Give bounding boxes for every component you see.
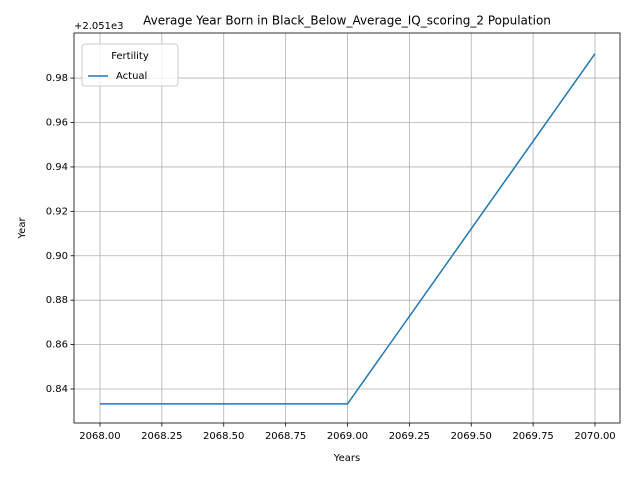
y-axis-label: Year (17, 217, 28, 240)
y-tick-label: 0.90 (46, 251, 68, 262)
legend-title: Fertility (111, 51, 149, 62)
x-axis-label: Years (333, 453, 360, 464)
x-tick-label: 2068.50 (203, 431, 244, 442)
y-tick-label: 0.94 (46, 162, 68, 173)
x-tick-label: 2069.50 (451, 431, 492, 442)
y-tick-label: 0.84 (46, 384, 68, 395)
y-tick-label: 0.86 (46, 340, 68, 351)
chart-title: Average Year Born in Black_Below_Average… (143, 14, 551, 28)
legend-label: Actual (116, 71, 147, 82)
y-tick-label: 0.92 (46, 206, 68, 217)
y-tick-label: 0.96 (46, 118, 68, 129)
x-tick-label: 2070.00 (574, 431, 615, 442)
plot-frame (73, 32, 621, 424)
x-tick-label: 2069.25 (389, 431, 430, 442)
x-tick-label: 2068.75 (265, 431, 306, 442)
x-tick-label: 2068.00 (79, 431, 120, 442)
offset-text: +2.051e3 (74, 21, 124, 32)
legend: Fertility Actual (81, 43, 179, 87)
x-tick-label: 2069.75 (512, 431, 553, 442)
y-tick-label: 0.98 (46, 73, 68, 84)
x-tick-label: 2069.00 (327, 431, 368, 442)
data-line (99, 53, 596, 405)
y-tick-label: 0.88 (46, 295, 68, 306)
x-tick-label: 2068.25 (141, 431, 182, 442)
